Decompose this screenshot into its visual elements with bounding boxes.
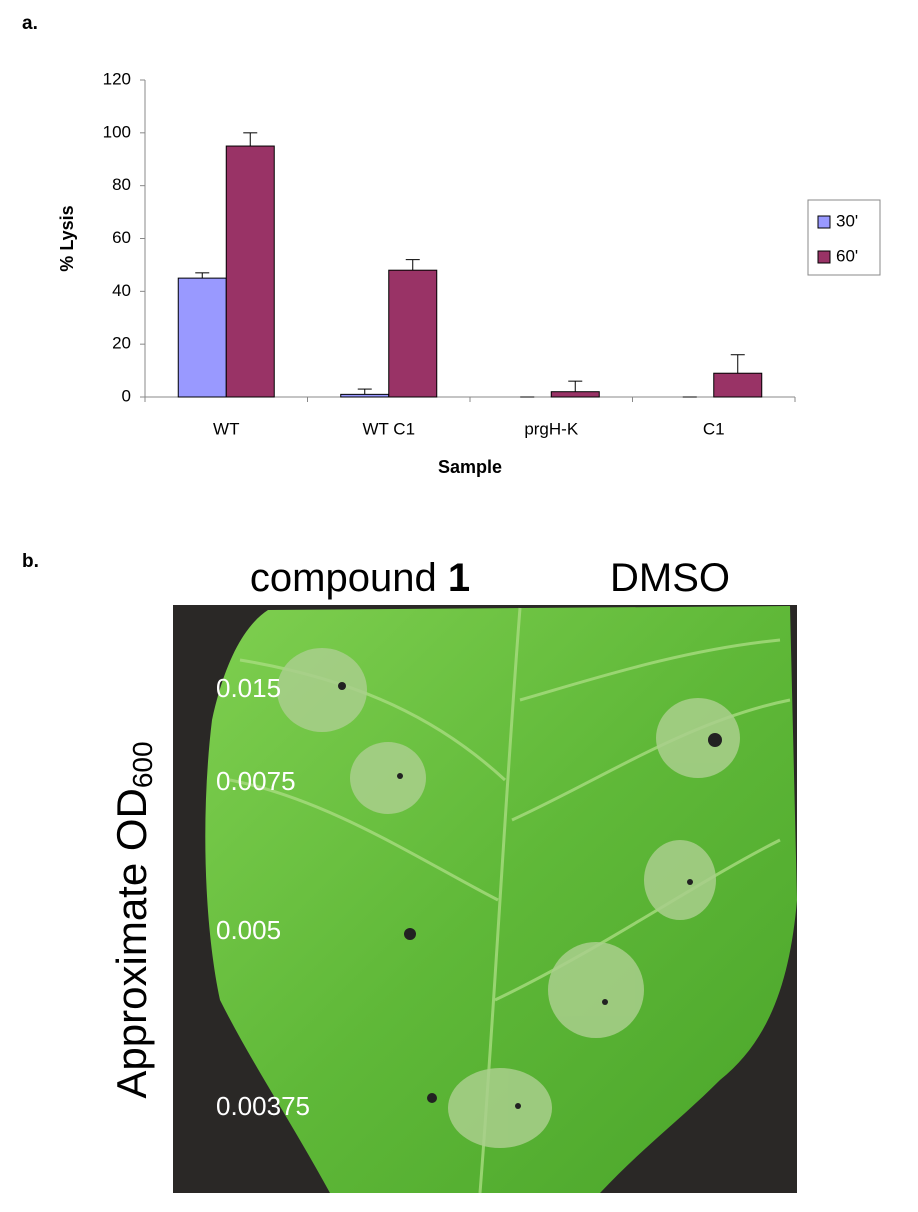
- lesion-spots: [338, 682, 722, 1109]
- error-bar: [568, 380, 583, 392]
- photo-y-label-sub: 600: [127, 741, 158, 788]
- panel-label: b.: [22, 551, 39, 572]
- row-label: 0.00375: [216, 1091, 310, 1121]
- error-bar: [405, 259, 420, 271]
- x-tick-label: C1: [703, 419, 725, 438]
- column-label-bold: 1: [448, 556, 470, 600]
- leaf-photo: [173, 605, 797, 1194]
- error-bar: [730, 354, 745, 374]
- y-tick-label: 0: [122, 386, 131, 405]
- x-tick-label: WT: [213, 419, 239, 438]
- legend-swatch: [817, 250, 831, 264]
- row-label: 0.0075: [216, 766, 296, 796]
- y-axis-label: % Lysis: [57, 205, 77, 271]
- error-bar: [195, 272, 210, 279]
- lesions: [277, 648, 740, 1148]
- column-label: DMSO: [610, 556, 730, 600]
- y-tick-label: 40: [112, 281, 131, 300]
- x-tick-label: WT C1: [362, 419, 415, 438]
- legend-label: 60': [836, 246, 858, 265]
- y-tick-label: 20: [112, 334, 131, 353]
- photo-y-label: Approximate OD600: [108, 741, 158, 1098]
- row-label: 0.015: [216, 673, 281, 703]
- y-tick-label: 120: [103, 69, 131, 88]
- row-label: 0.005: [216, 915, 281, 945]
- x-tick-label: prgH-K: [524, 419, 579, 438]
- column-label: compound 1: [250, 556, 470, 600]
- bar: [340, 393, 390, 398]
- bar: [550, 391, 600, 398]
- column-label-text: DMSO: [610, 556, 730, 600]
- legend-label: 30': [836, 211, 858, 230]
- bar-chart: 0 20 40 60 80 100 120 WT WT C1 prgH-K C1 Sample % Ly…: [57, 69, 881, 477]
- bar: [713, 372, 763, 398]
- y-tick-label: 60: [112, 228, 131, 247]
- error-bar: [243, 132, 258, 147]
- photo-y-label-text: Approximate OD: [108, 788, 155, 1098]
- error-bar: [357, 388, 372, 395]
- legend: 30' 60': [807, 199, 881, 276]
- legend-swatch: [817, 215, 831, 229]
- y-tick-label: 100: [103, 122, 131, 141]
- bar: [177, 277, 227, 398]
- bar: [225, 145, 275, 398]
- x-axis-label: Sample: [438, 457, 502, 477]
- y-tick-label: 80: [112, 175, 131, 194]
- column-label-text: compound: [250, 556, 437, 600]
- photo-labels: compound 1 DMSO Approximate OD600 0.015 0.00…: [108, 556, 730, 1121]
- bar: [388, 269, 438, 398]
- panel-label: a.: [22, 13, 38, 34]
